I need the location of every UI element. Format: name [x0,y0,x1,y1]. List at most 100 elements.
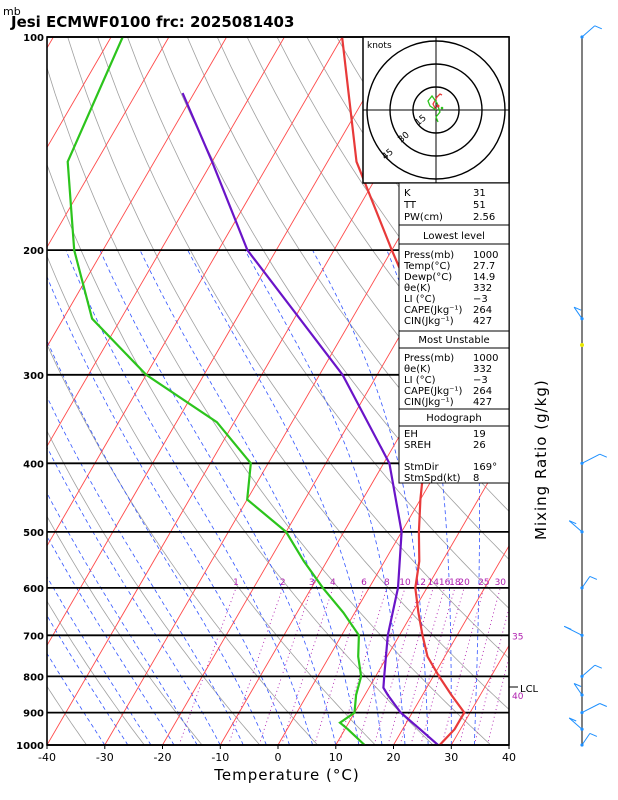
wind-barbs [563,25,607,747]
mixing-ratio-line [487,655,509,745]
hodograph-info-rows: EH 19 SREH 26 StmDir 169° StmSpd(kt) 8 [404,429,497,484]
temperature-tick--30: -30 [96,751,114,764]
moist-adiabat [47,339,267,745]
wind-barb-base [580,317,584,321]
mixing-ratio-label-18: 18 [449,578,461,588]
mixing-ratio-label-4: 4 [330,578,336,588]
wind-barb [581,25,596,38]
hodograph-ring-30 [389,63,483,157]
g-lowest-value-2: 14.9 [473,272,495,283]
wind-barb-flag [569,520,577,525]
lcl-label: LCL [520,684,539,695]
g-hodoinfo-value-3: 169° [473,462,497,473]
g-lowest-label-3: θe(K) [404,283,431,294]
hodograph-trace-green [427,94,441,123]
g-lowest-label-5: CAPE(Jkg⁻¹) [404,305,462,316]
g-hodoinfo-label-1: SREH [404,440,431,451]
index-pw-label: PW(cm) [404,212,443,223]
wind-barb-base [580,727,584,731]
isotherm [47,37,343,547]
hodograph: knots 15 30 45 [362,36,510,184]
dry-adiabat [47,600,145,745]
moist-adiabat [47,614,129,745]
g-hodoinfo-label-3: StmDir [404,462,439,473]
index-tt-value: 51 [473,200,486,211]
pressure-tick-700: 700 [23,631,44,642]
pressure-tick-600: 600 [23,584,44,595]
temperature-tick--20: -20 [154,751,172,764]
g-mostunstable-value-1: 332 [473,364,492,375]
dry-adiabat [47,343,318,745]
mixing-ratio-label-30: 30 [495,578,507,588]
isotherm [508,744,509,745]
hodograph-point [440,106,444,110]
mixing-ratio-label-35: 35 [512,632,523,642]
g-lowest-value-4: −3 [473,294,488,305]
wind-barb-flag [599,453,607,458]
mixing-ratio-label-20: 20 [458,578,470,588]
dry-adiabat [157,37,509,560]
wind-barb-base [580,743,584,747]
hodograph-info-heading: Hodograph [426,413,481,424]
wind-barb-base [580,586,584,590]
index-k-label: K [404,188,411,199]
wind-barb-flag [594,25,602,30]
pressure-tick-400: 400 [23,459,44,470]
temperature-tick--40: -40 [38,751,56,764]
mixing-ratio-axis-label: Mixing Ratio (g/kg) [532,379,550,540]
mixing-ratio-line [458,587,501,745]
isotherm [47,37,227,348]
mixing-ratio-line [420,587,465,745]
indices-panel: K 31 TT 51 PW(cm) 2.56 Lowest level Pres… [398,182,510,484]
mixing-ratio-label-12: 12 [414,578,425,588]
g-hodoinfo-label-0: EH [404,429,418,440]
temperature-tick-40: 40 [502,751,516,764]
g-lowest-value-5: 264 [473,305,492,316]
dry-adiabat [47,66,492,745]
wind-barb-base [580,693,584,697]
g-mostunstable-value-4: 427 [473,397,492,408]
g-mostunstable-label-3: CAPE(Jkg⁻¹) [404,386,462,397]
hodograph-knots-label: knots [367,41,392,51]
dry-adiabat [47,255,376,745]
lowest-level-heading: Lowest level [423,231,485,242]
wind-barb-base [580,35,584,39]
pressure-tick-800: 800 [23,672,44,683]
temperature-tick--10: -10 [211,751,229,764]
wind-barb-flag [589,732,598,737]
wind-barb-base [580,674,584,679]
most-unstable-rows: Press(mb) 1000 θe(K) 332 LI (°C) −3 CAPE(Jkg⁻¹… [404,353,498,408]
isotherm [47,37,285,448]
hodograph-storm-motion [436,104,440,108]
wind-barb [568,520,583,533]
dry-adiabat [97,37,509,659]
moist-adiabat [139,249,360,745]
dry-adiabat [216,37,509,465]
g-lowest-value-6: 427 [473,316,492,327]
isotherm [335,445,509,745]
g-mostunstable-label-1: θe(K) [404,364,431,375]
g-lowest-label-2: Dewp(°C) [404,272,452,283]
lowest-level-box [398,224,510,332]
mixing-ratio-label-25: 25 [478,578,489,588]
unit-mb-label: mb [3,5,21,18]
wind-barb-base [580,633,584,637]
g-mostunstable-value-0: 1000 [473,353,498,364]
isotherm [47,37,170,249]
g-lowest-value-0: 1000 [473,250,498,261]
mixing-ratio-label-2: 2 [280,578,286,588]
pressure-tick-labels: 100 200 300 400 500 600 700 800 900 1000 [16,33,44,752]
pressure-tick-1000: 1000 [16,741,44,752]
moist-adiabat [99,249,337,745]
dry-adiabat [47,685,87,745]
mixing-ratio-line [227,587,284,745]
mixing-ratio-label-40: 40 [512,692,524,702]
mixing-ratio-label-10: 10 [399,578,411,588]
wind-barb [573,306,583,319]
g-hodoinfo-value-0: 19 [473,429,486,440]
moist-adiabat [47,575,152,745]
wind-barb-flag [573,683,582,687]
temperature-tick-0: 0 [275,751,282,764]
mixing-ratio-line [338,587,388,745]
hodograph-ring-15 [412,86,460,134]
